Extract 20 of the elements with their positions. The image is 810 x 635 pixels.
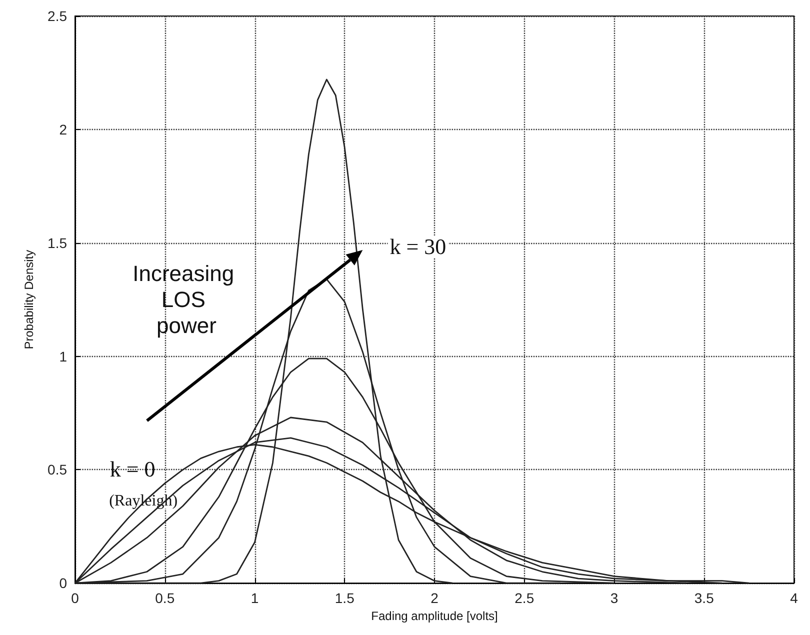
x-tick-label: 2 bbox=[430, 590, 439, 606]
y-tick-label: 0.5 bbox=[48, 462, 68, 478]
y-tick-label: 0 bbox=[59, 575, 68, 592]
x-tick-label: 0.5 bbox=[155, 590, 175, 606]
y-tick-label: 2.5 bbox=[48, 8, 68, 24]
y-tick-label: 1.5 bbox=[48, 234, 68, 251]
x-tick-label: 2.5 bbox=[514, 590, 534, 606]
x-tick-label: 3.5 bbox=[694, 590, 714, 606]
x-tick-label: 3 bbox=[610, 590, 618, 606]
x-axis-title: Fading amplitude [volts] bbox=[371, 609, 498, 623]
annotation: k = 0 bbox=[110, 456, 156, 482]
annotation: Increasing LOS power bbox=[132, 261, 240, 338]
x-tick-label: 0 bbox=[71, 590, 80, 606]
x-tick-label: 1 bbox=[250, 590, 259, 606]
y-tick-label: 1 bbox=[59, 348, 68, 364]
x-tick-label: 1.5 bbox=[334, 590, 355, 606]
x-tick-label: 4 bbox=[790, 590, 798, 606]
y-tick-label: 2 bbox=[59, 121, 68, 138]
y-axis-title: Probability Density bbox=[22, 250, 36, 350]
annotation: k = 30 bbox=[390, 234, 446, 259]
